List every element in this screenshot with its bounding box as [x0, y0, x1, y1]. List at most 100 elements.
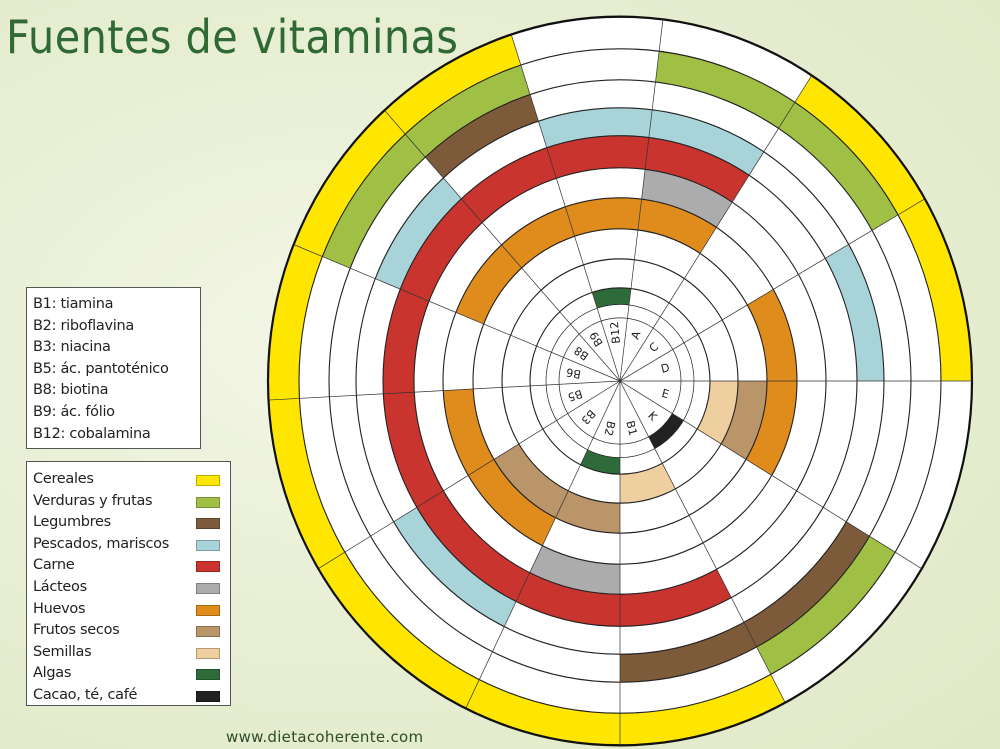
ring-segment-b3	[416, 490, 530, 602]
ring-segment-d	[747, 289, 797, 381]
sector-divider	[619, 380, 922, 569]
ring-segment-a	[641, 169, 733, 228]
vitamin-legend-item: B9: ác. fólio	[33, 403, 115, 420]
food-legend-item: Verduras y frutas	[33, 491, 230, 513]
food-legend-label: Cacao, té, café	[33, 686, 138, 703]
ring-segment-b3	[393, 507, 517, 627]
ring-segment-b1	[620, 569, 732, 627]
sector-label: E	[660, 387, 670, 402]
food-legend-label: Semillas	[33, 643, 92, 660]
ring-segment-b8	[455, 244, 522, 325]
ring-segment-d	[825, 244, 884, 381]
ring-segment-k	[756, 536, 896, 675]
food-legend-label: Verduras y frutas	[33, 492, 153, 509]
food-legend-label: Carne	[33, 557, 75, 574]
sector-divider	[619, 198, 926, 382]
ring-segment-b12	[565, 197, 642, 237]
food-legend-item: Semillas	[33, 642, 230, 664]
food-legend-label: Legumbres	[33, 514, 111, 531]
ring-segment-b9	[501, 206, 575, 268]
food-legend-item: Cacao, té, café	[33, 685, 230, 707]
ring-segment-b6	[383, 289, 430, 394]
ring-segment-c	[778, 102, 898, 231]
ring-segment-b5	[443, 388, 494, 476]
vitamin-legend-item: B12: cobalamina	[33, 425, 151, 442]
color-swatch	[196, 626, 220, 638]
food-legend-item: Carne	[33, 555, 230, 577]
ring-segment-b8	[293, 110, 406, 257]
ring-segment-a	[655, 51, 795, 129]
ring-segment-b8	[322, 134, 426, 269]
ring-segment-b12	[538, 107, 653, 148]
sector-divider	[318, 380, 621, 569]
ring-segment-b9	[425, 94, 539, 178]
website-link[interactable]: www.dietacoherente.com	[226, 728, 424, 746]
sector-label: B9	[587, 329, 605, 349]
sector-label: B6	[565, 365, 581, 381]
ring-segment-b8	[400, 198, 483, 302]
food-legend-item: Legumbres	[33, 512, 230, 534]
ring-segment-c	[794, 75, 925, 215]
sector-label: B5	[566, 387, 584, 404]
ring-segment-k	[743, 521, 870, 647]
food-legend-item: Algas	[33, 663, 230, 685]
color-swatch	[196, 561, 220, 573]
sector-divider	[465, 380, 621, 709]
color-swatch	[196, 604, 220, 616]
sector-label: B12	[608, 321, 623, 344]
color-swatch	[196, 539, 220, 551]
ring-segment-b9	[461, 147, 557, 223]
color-swatch	[196, 669, 220, 681]
ring-segment-b2	[516, 572, 620, 627]
sector-divider	[619, 19, 664, 382]
sector-label: D	[660, 361, 671, 376]
sector-divider	[268, 380, 621, 401]
food-legend-item: Lácteos	[33, 577, 230, 599]
food-legend-label: Huevos	[33, 600, 86, 617]
food-legend-item: Cereales	[33, 469, 230, 491]
ring-segment-a	[637, 199, 717, 254]
food-legend: Cereales Verduras y frutas Legumbres Pescad…	[26, 461, 231, 706]
color-swatch	[196, 496, 220, 508]
sector-divider	[619, 75, 813, 382]
ring-segment-a	[645, 137, 750, 203]
ring-segment-k	[648, 413, 684, 449]
food-legend-item: Frutos secos	[33, 620, 230, 642]
food-legend-label: Lácteos	[33, 578, 87, 595]
ring-segment-b2	[555, 490, 620, 534]
ring-segment-b1	[620, 622, 757, 683]
ring-segment-b5	[268, 398, 345, 569]
color-swatch	[196, 647, 220, 659]
ring-segment-b9	[405, 65, 531, 158]
ring-segment-b5	[383, 392, 444, 508]
vitamin-legend: B1: tiamina B2: riboflavina B3: niacina B5:…	[26, 287, 201, 449]
vitamin-legend-item: B5: ác. pantoténico	[33, 360, 169, 377]
color-swatch	[196, 582, 220, 594]
color-swatch	[196, 475, 220, 486]
food-legend-item: Huevos	[33, 599, 230, 621]
ring-segment-b12	[592, 287, 631, 309]
ring-segment-b2	[580, 449, 620, 475]
sector-label: B2	[602, 420, 618, 438]
sector-divider	[619, 380, 786, 703]
ring-segment-e	[697, 381, 738, 444]
ring-segment-b1	[620, 674, 786, 746]
page-title: Fuentes de vitaminas	[6, 10, 459, 64]
ring-segment-b8	[375, 177, 462, 290]
color-swatch	[196, 690, 220, 702]
ring-segment-b3	[468, 459, 556, 546]
sector-divider	[293, 244, 621, 382]
food-legend-item: Pescados, mariscos	[33, 534, 230, 556]
food-legend-label: Pescados, mariscos	[33, 535, 169, 552]
ring-segment-a	[648, 109, 764, 176]
ring-segment-b9	[384, 34, 521, 135]
ring-segment-b3	[493, 443, 569, 518]
vitamin-legend-item: B2: riboflavina	[33, 317, 134, 334]
sector-label: B1	[623, 419, 639, 437]
sector-divider	[384, 110, 621, 382]
food-legend-label: Frutos secos	[33, 622, 120, 639]
ring-segment-b2	[465, 679, 620, 746]
ring-segment-b3	[318, 552, 480, 709]
food-legend-label: Cereales	[33, 471, 94, 487]
